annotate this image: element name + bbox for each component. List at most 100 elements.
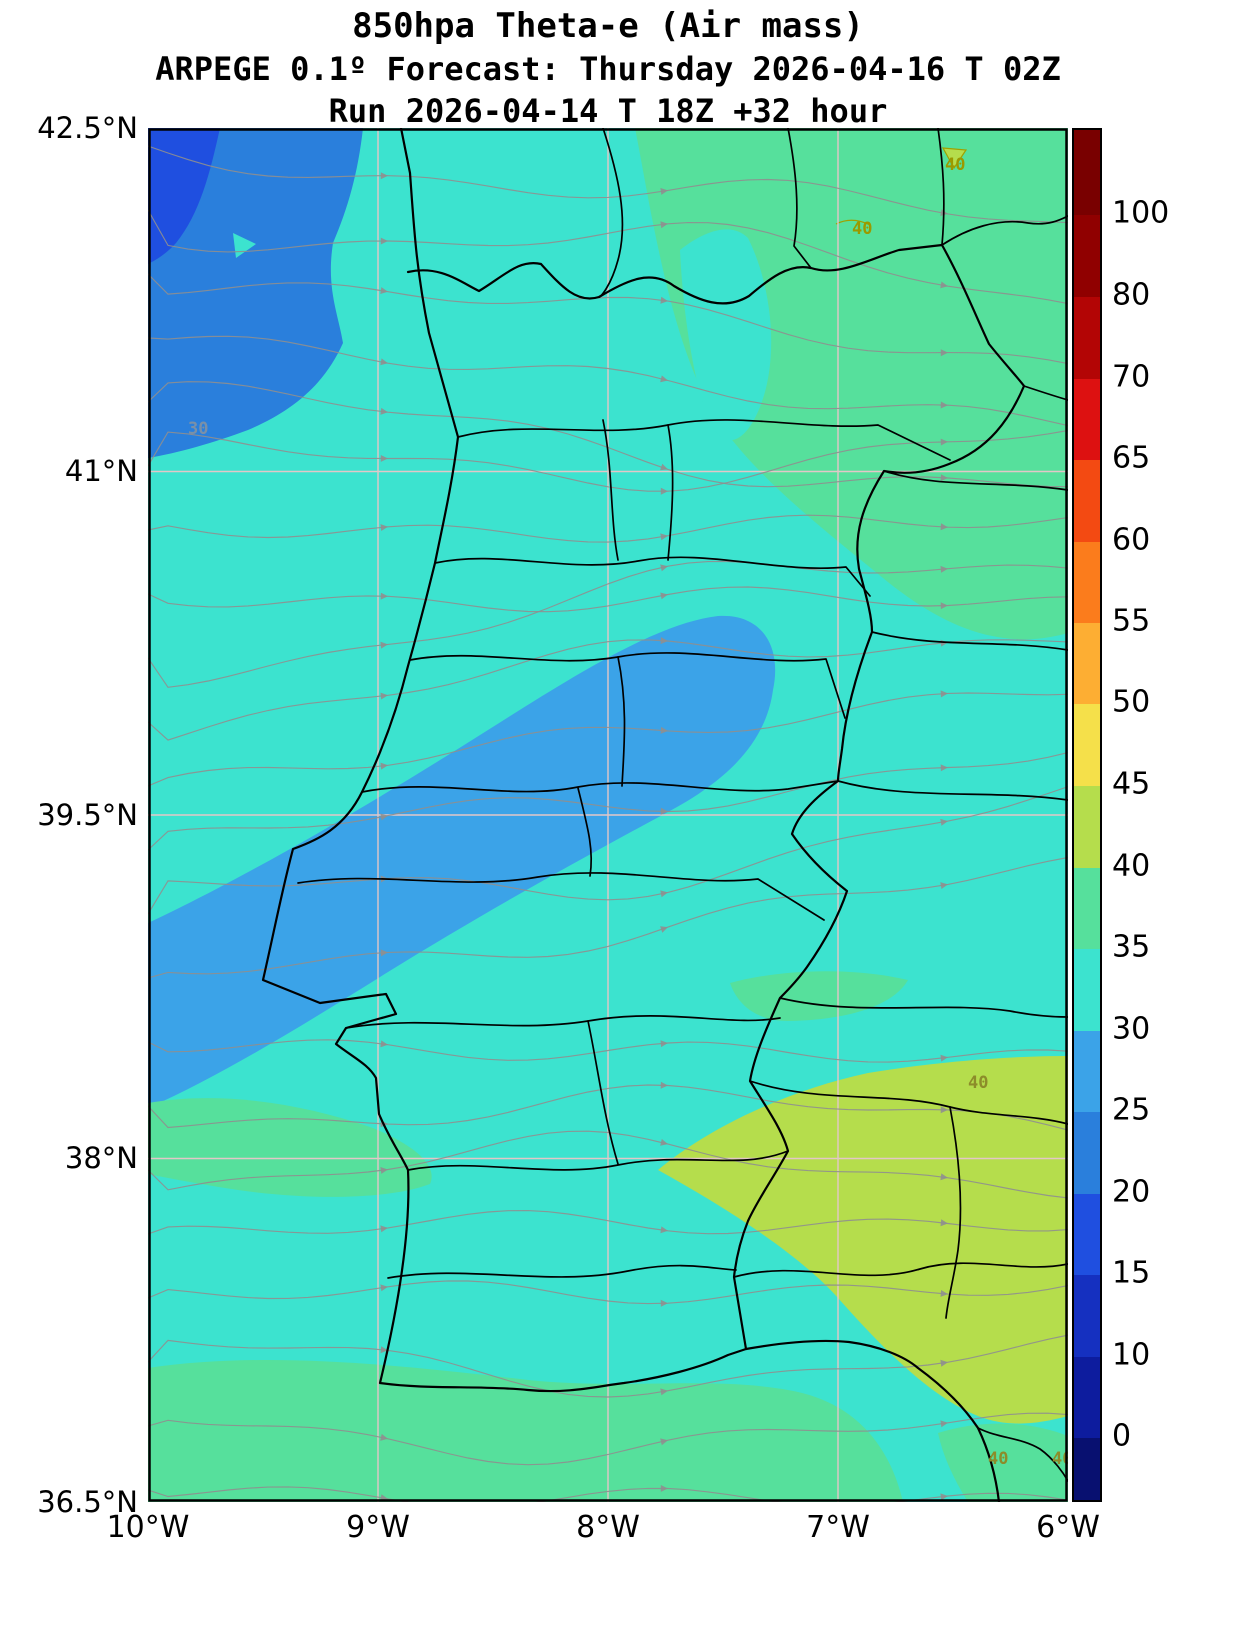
gridlines [148, 128, 1068, 1502]
flow-arrow [660, 1388, 668, 1396]
streamline [148, 273, 1068, 365]
streamline [148, 586, 1068, 613]
ytick-39-5n: 39.5°N [37, 798, 138, 832]
flow-arrow [660, 1299, 668, 1307]
streamline [148, 145, 1068, 224]
streamline [148, 514, 1068, 543]
fill-blue-band-central [148, 615, 776, 1108]
colorbar-segment [1074, 704, 1100, 786]
flow-arrow [380, 1040, 388, 1048]
colorbar-segment [1074, 786, 1100, 868]
colorbar-gradient [1072, 128, 1102, 1502]
streamline [148, 1084, 1068, 1131]
streamline [148, 1412, 1068, 1466]
fill-yellowgreen-speck-north [941, 147, 968, 170]
colorbar-segment [1074, 542, 1100, 623]
flow-arrow [940, 882, 948, 889]
streamline [148, 1039, 1068, 1063]
colorbar-tick-label: 35 [1112, 929, 1151, 965]
fill-royalblue-corner [148, 128, 220, 264]
colorbar-tick-label: 15 [1112, 1255, 1151, 1291]
flow-arrow [660, 188, 668, 195]
flow-arrow [380, 455, 388, 462]
contour-label: 40 [945, 155, 965, 175]
flow-arrow [940, 1054, 948, 1062]
colorbar-segment [1074, 1194, 1100, 1275]
flow-arrow [660, 807, 668, 815]
colorbar-tick-label: 100 [1112, 195, 1170, 231]
portugal-spain-border [406, 243, 1026, 1351]
flow-arrow [660, 1485, 668, 1492]
flow-arrow [380, 762, 388, 770]
flow-arrow [940, 474, 948, 482]
map-subtitle-run: Run 2026-04-14 T 18Z +32 hour [328, 92, 888, 130]
flow-arrow [660, 375, 668, 383]
streamline [148, 856, 1068, 979]
flow-arrow [940, 1420, 948, 1428]
flow-arrow [380, 524, 388, 531]
colorbar-segment [1074, 623, 1100, 704]
flow-arrow [380, 592, 388, 600]
streamline [148, 751, 1068, 851]
colorbar-segment [1074, 460, 1100, 542]
fill-yellowgreen-southeast [658, 1056, 1068, 1424]
flow-arrow [660, 533, 668, 541]
fill-cyan-wedge-north [680, 229, 772, 441]
xtick-6w: 6°W [1036, 1510, 1100, 1545]
flow-arrow [380, 1346, 388, 1354]
colorbar-tick-label: 80 [1112, 277, 1151, 313]
flow-arrow [940, 1359, 948, 1367]
flow-arrow [940, 1173, 948, 1181]
colorbar-tick-label: 70 [1112, 359, 1151, 395]
colorbar-segment [1074, 379, 1100, 460]
flow-arrow [660, 1139, 668, 1146]
colorbar-segment [1074, 949, 1100, 1031]
colorbar-ticks: 100 80 70 65 60 55 50 45 40 35 30 25 20 15 10 0 [1112, 128, 1232, 1502]
flow-arrow [380, 1167, 388, 1174]
streamline [148, 786, 1068, 915]
colorbar-tick-label: 25 [1112, 1092, 1151, 1128]
flow-arrow [660, 637, 668, 645]
flow-arrow [940, 523, 948, 531]
colorbar-segment [1074, 1275, 1100, 1357]
flow-arrow [940, 602, 948, 610]
ytick-42-5n: 42.5°N [37, 111, 138, 145]
flow-arrow [940, 401, 948, 409]
flow-arrow [380, 692, 388, 700]
flow-arrow [660, 564, 668, 572]
flow-arrow [940, 1493, 948, 1501]
ytick-36-5n: 36.5°N [37, 1485, 138, 1519]
flow-arrow [660, 1040, 668, 1048]
colorbar-segment [1074, 1357, 1100, 1438]
flow-arrow [380, 237, 388, 245]
fill-green-southeast-corner [938, 1423, 1068, 1502]
flow-arrow [940, 1106, 948, 1114]
flow-arrow [660, 890, 668, 898]
colorbar-segment [1074, 130, 1100, 215]
xtick-9w: 9°W [346, 1510, 410, 1545]
flow-arrow [380, 1284, 388, 1292]
ytick-38n: 38°N [64, 1141, 138, 1175]
atlantic-coastline [261, 128, 1001, 1502]
contour-label: 40 [852, 219, 872, 239]
flow-arrow [940, 281, 948, 289]
flow-arrow [940, 438, 948, 446]
flow-arrow [380, 1225, 388, 1233]
colorbar-tick-label: 55 [1112, 603, 1151, 639]
colorbar-tick-label: 45 [1112, 766, 1151, 802]
flow-arrow [380, 641, 388, 649]
flow-arrow [660, 296, 668, 304]
colorbar-segment [1074, 215, 1100, 297]
colorbar-segment [1074, 1112, 1100, 1194]
map-plot-area: 40 40 30 40 40 40 [148, 128, 1068, 1502]
colorbar-tick-label: 20 [1112, 1174, 1151, 1210]
contour-labels: 40 40 30 40 40 40 [188, 155, 1068, 1469]
flow-arrow [940, 349, 948, 357]
xtick-10w: 10°W [106, 1510, 190, 1545]
district-province-lines [297, 128, 1068, 1482]
plot-frame [148, 128, 1068, 1502]
flow-arrow [660, 926, 668, 933]
flow-arrow [380, 358, 388, 366]
streamline [148, 335, 1068, 427]
